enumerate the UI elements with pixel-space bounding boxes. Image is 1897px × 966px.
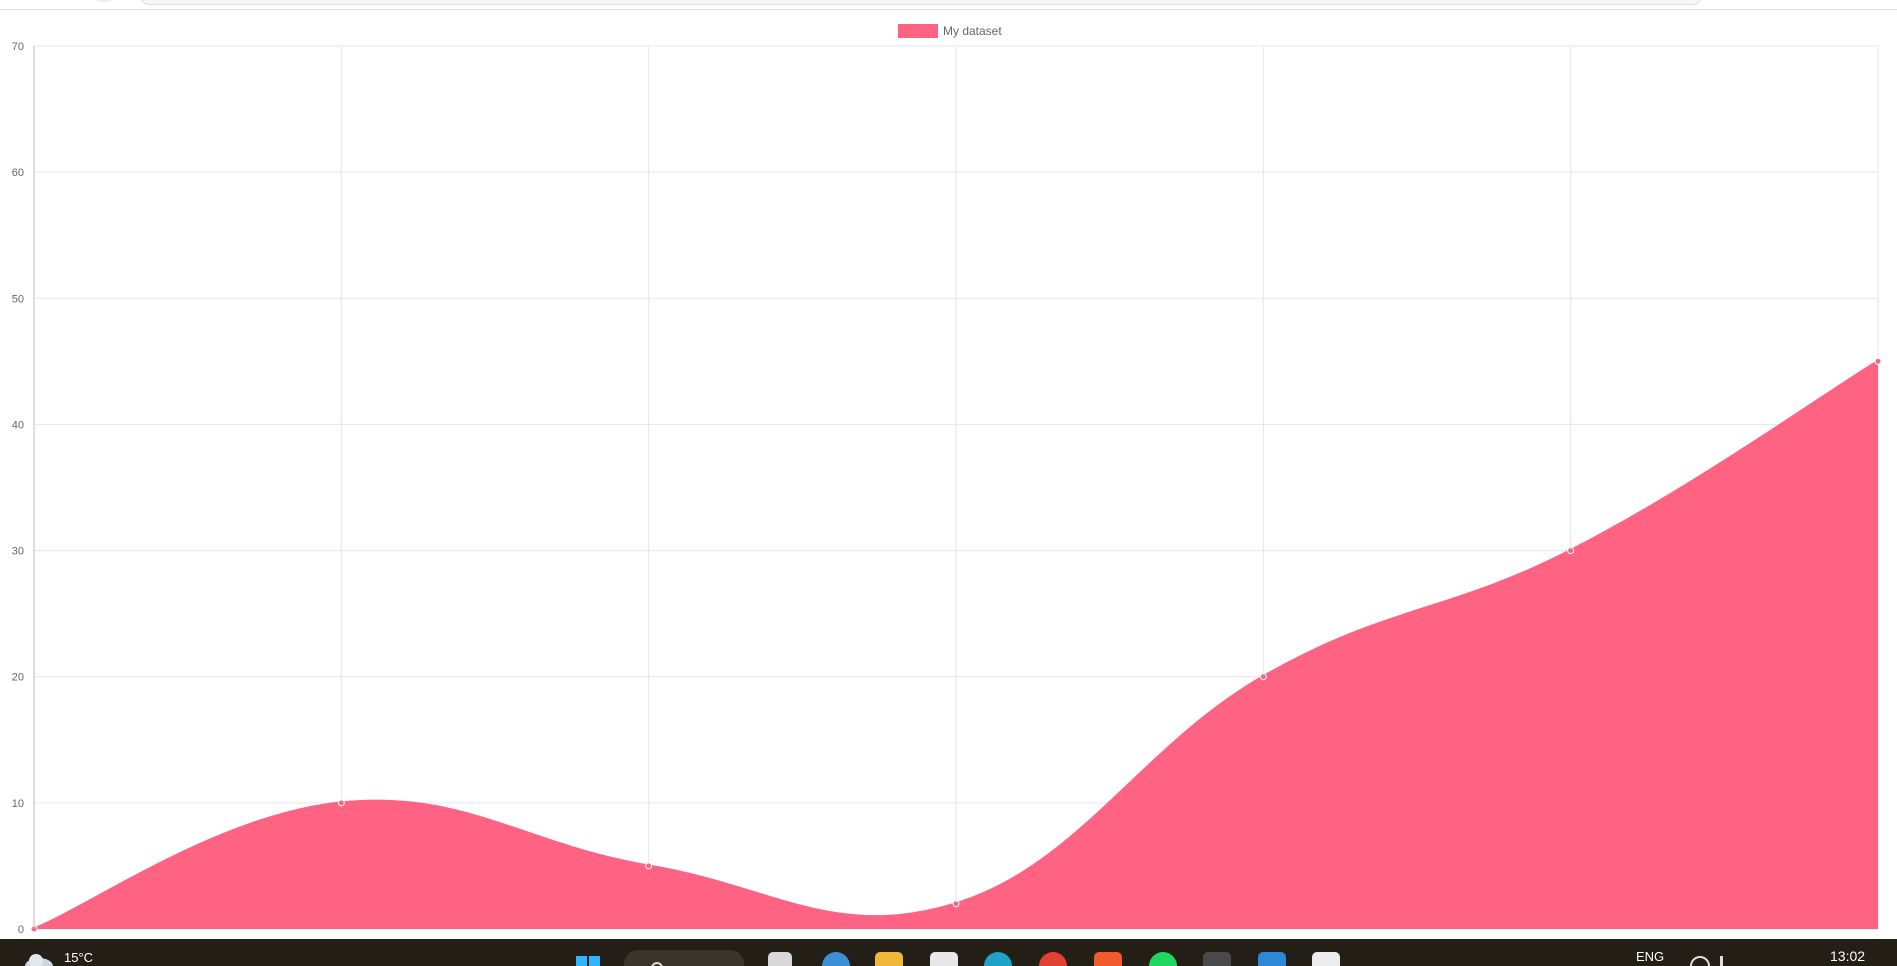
browser-toolbar-strip	[0, 0, 1897, 10]
taskbar-search-input[interactable]	[624, 950, 744, 966]
windows-start-icon[interactable]	[574, 952, 602, 966]
data-point	[1567, 547, 1575, 555]
legend-label[interactable]: My dataset	[943, 24, 1002, 38]
chart-points	[30, 357, 1882, 933]
edge-icon[interactable]	[822, 952, 850, 966]
data-point	[1874, 357, 1882, 365]
clock-time[interactable]: 13:02	[1830, 948, 1866, 964]
y-tick-label: 40	[12, 419, 24, 431]
browser-icon[interactable]	[984, 952, 1012, 966]
y-tick-label: 50	[12, 293, 24, 305]
app-active-icon[interactable]	[1312, 952, 1340, 966]
spotify-icon[interactable]	[1149, 952, 1177, 966]
app-icon[interactable]	[1203, 952, 1231, 966]
data-point	[1259, 673, 1267, 681]
weather-temperature[interactable]: 15°C	[64, 950, 94, 965]
y-tick-label: 10	[12, 798, 24, 810]
chart-axes: 0 10 20 30 40 50 60 70	[12, 41, 35, 936]
y-tick-label: 20	[12, 672, 24, 684]
chrome-icon[interactable]	[1039, 952, 1067, 966]
y-tick-label: 60	[12, 167, 24, 179]
battery-icon[interactable]	[1750, 956, 1766, 966]
legend-swatch[interactable]	[898, 24, 938, 38]
folder-icon[interactable]	[875, 952, 903, 966]
file-manager-icon[interactable]	[768, 952, 792, 966]
y-tick-label: 70	[12, 41, 24, 53]
data-point	[337, 799, 345, 807]
cloud-weather-icon[interactable]	[24, 952, 54, 966]
chart-legend[interactable]: My dataset	[898, 24, 1002, 38]
network-icon[interactable]	[1690, 956, 1710, 966]
data-point	[952, 900, 960, 908]
language-indicator[interactable]: ENG	[1636, 949, 1665, 964]
series-area-my-dataset	[34, 361, 1878, 929]
brave-icon[interactable]	[1094, 952, 1122, 966]
taskbar: 15°C ENG 13:02	[0, 939, 1897, 966]
browser-button[interactable]	[92, 0, 116, 2]
data-point	[645, 862, 653, 870]
store-icon[interactable]	[930, 952, 958, 966]
volume-icon[interactable]	[1720, 956, 1739, 966]
search-icon	[651, 962, 663, 966]
vscode-icon[interactable]	[1258, 952, 1286, 966]
area-chart: 0 10 20 30 40 50 60 70 My dataset	[12, 24, 1882, 936]
y-tick-label: 30	[12, 546, 24, 558]
y-tick-label: 0	[18, 924, 24, 936]
